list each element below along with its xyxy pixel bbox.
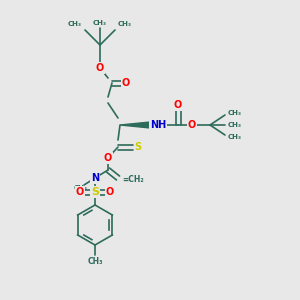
Text: O: O	[174, 100, 182, 110]
Text: NH: NH	[150, 120, 166, 130]
Text: CH₃: CH₃	[228, 122, 242, 128]
Polygon shape	[120, 122, 150, 128]
Text: O: O	[96, 63, 104, 73]
Text: S: S	[134, 142, 142, 152]
Text: O: O	[106, 187, 114, 197]
Text: CH₃: CH₃	[68, 21, 82, 27]
Text: O: O	[76, 187, 84, 197]
Text: O: O	[104, 153, 112, 163]
Text: O: O	[188, 120, 196, 130]
Text: S: S	[91, 187, 99, 197]
Text: CH₃: CH₃	[228, 134, 242, 140]
Text: N: N	[91, 173, 99, 183]
Text: CH₃: CH₃	[118, 21, 132, 27]
Text: CH₃: CH₃	[93, 20, 107, 26]
Text: O: O	[122, 78, 130, 88]
Text: CH₃: CH₃	[87, 257, 103, 266]
Text: =CH₂: =CH₂	[122, 176, 144, 184]
Text: CH₃: CH₃	[228, 110, 242, 116]
Text: CH₃: CH₃	[74, 185, 88, 191]
